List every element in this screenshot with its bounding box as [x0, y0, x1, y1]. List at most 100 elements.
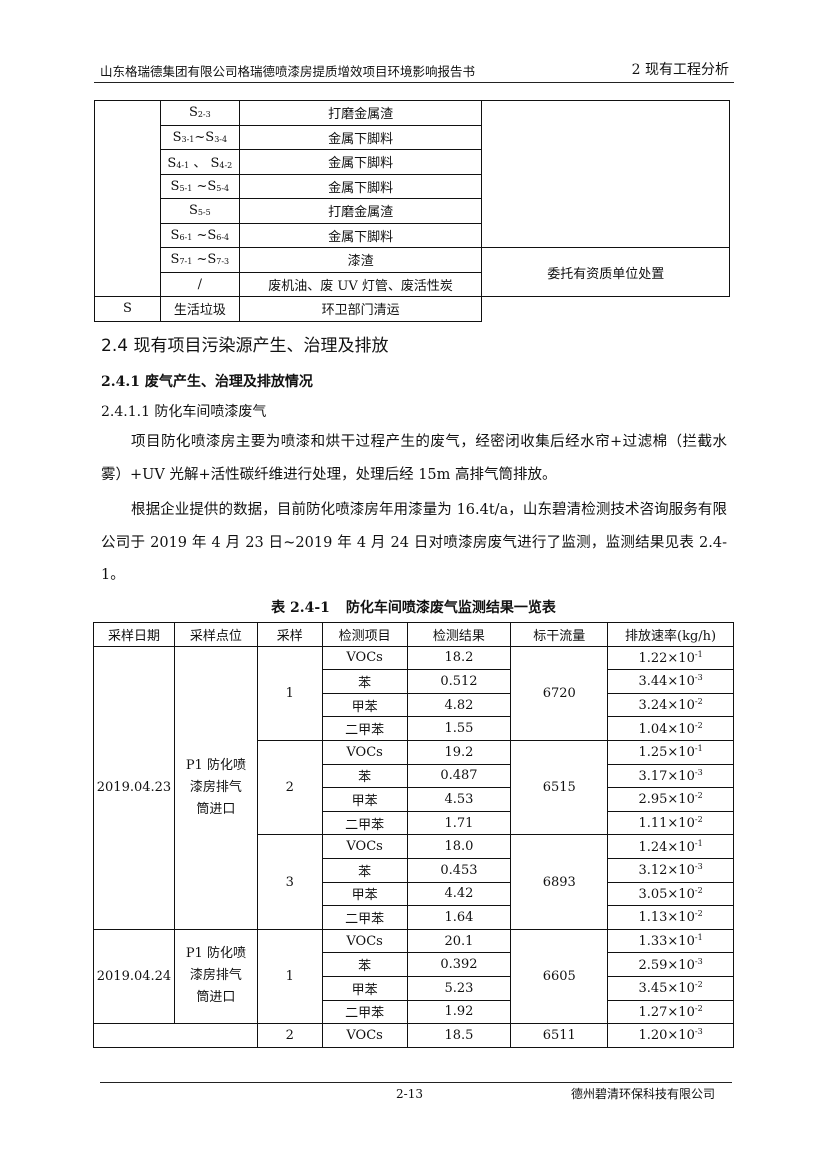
test-result-cell: 0.392 — [406, 952, 512, 977]
test-result-cell: 1.71 — [406, 810, 512, 836]
test-item-cell: VOCs — [321, 1023, 408, 1048]
disposal-cell: 委托有资质单位处置 — [481, 247, 730, 297]
test-item-cell: 甲苯 — [321, 692, 408, 718]
table-row: S5-1 ~S5-4 金属下脚料 — [95, 173, 730, 199]
test-item-cell: 苯 — [321, 763, 408, 789]
rate-exponent: -2 — [694, 791, 703, 801]
code-text: S — [170, 227, 180, 243]
code-text: S — [172, 129, 182, 145]
rate-exponent: -1 — [694, 838, 703, 848]
subsubsection-heading: 2.4.1.1 防化车间喷漆废气 — [101, 404, 267, 420]
table-row: / 废机油、废 UV 灯管、废活性炭 — [95, 271, 730, 297]
test-result-cell: 4.82 — [406, 692, 512, 718]
test-item-cell: VOCs — [321, 739, 408, 765]
test-item-cell: 苯 — [321, 669, 408, 694]
rate-mantissa: 1.11×10 — [638, 816, 695, 832]
code-text: S — [170, 252, 180, 268]
column-header: 检测结果 — [406, 622, 512, 647]
test-result-cell: 5.23 — [406, 975, 512, 1001]
disposal-cell: 环卫部门清运 — [238, 296, 483, 322]
rate-mantissa: 3.05×10 — [638, 886, 695, 902]
subsection-heading: 2.4.1 废气产生、治理及排放情况 — [101, 374, 313, 390]
code-text: S — [167, 156, 177, 172]
test-item-cell: 苯 — [321, 857, 408, 883]
running-header-chapter: 2 现有工程分析 — [631, 62, 729, 78]
solid-waste-table: S2-3 打磨金属渣 S3-1~S3-4 金属下脚料 S4-1 、 S4-2 金属下脚料 S… — [94, 100, 730, 322]
waste-name-cell: 漆渣 — [238, 247, 483, 273]
emission-rate-cell: 1.13×10-2 — [607, 905, 734, 930]
test-result-cell: 18.0 — [406, 834, 512, 859]
rate-exponent: -2 — [694, 697, 703, 707]
code-text: ~S — [192, 252, 217, 268]
rate-exponent: -2 — [694, 909, 703, 919]
emission-rate-cell: 1.25×10-1 — [607, 739, 734, 765]
page-number: 2-13 — [396, 1087, 423, 1101]
waste-code-cell: / — [159, 271, 240, 297]
test-result-cell: 0.453 — [406, 857, 512, 883]
emission-rate-cell: 1.04×10-2 — [607, 716, 734, 741]
waste-code-cell: S3-1~S3-4 — [159, 124, 240, 150]
emission-rate-cell: 1.24×10-1 — [607, 834, 734, 859]
waste-code-cell: S4-1 、 S4-2 — [159, 149, 240, 175]
emission-rate-cell: 1.33×10-1 — [607, 928, 734, 954]
waste-code-cell: S — [94, 296, 161, 322]
column-header: 采样日期 — [93, 622, 175, 647]
waste-name-cell: 金属下脚料 — [238, 173, 483, 199]
test-item-cell: VOCs — [321, 928, 408, 954]
sample-number-cell: 1 — [256, 645, 323, 741]
waste-code-cell: S6-1 ~S6-4 — [159, 222, 240, 248]
rate-exponent: -1 — [694, 744, 703, 754]
waste-name-cell: 金属下脚料 — [238, 124, 483, 150]
code-subscript: 4-2 — [219, 161, 233, 171]
rate-mantissa: 1.33×10 — [638, 934, 695, 950]
code-subscript: 5-4 — [216, 183, 230, 193]
table-row: 2019.04.23 P1 防化喷漆房排气筒进口 1 VOCs 18.2 6720 1.22… — [93, 645, 734, 930]
emission-rate-cell: 2.95×10-2 — [607, 787, 734, 812]
sampling-point-cell: P1 防化喷漆房排气筒进口 — [173, 928, 258, 1025]
test-item-cell: 二甲苯 — [321, 905, 408, 930]
rate-exponent: -3 — [694, 862, 703, 872]
emission-rate-cell: 3.12×10-3 — [607, 857, 734, 883]
rate-exponent: -3 — [694, 767, 703, 777]
code-text: ~S — [192, 227, 217, 243]
code-subscript: 6-1 — [179, 232, 193, 242]
emission-rate-cell: 1.22×10-1 — [607, 645, 734, 671]
rate-exponent: -2 — [694, 815, 703, 825]
column-header: 采样 — [256, 622, 323, 647]
rate-exponent: -3 — [694, 1027, 703, 1037]
table-row: 二甲苯 1.92 1.27×10-2 — [94, 999, 734, 1025]
rate-exponent: -3 — [694, 956, 703, 966]
table-row: 苯 0.453 3.12×10-3 — [94, 857, 734, 883]
code-text: S — [188, 203, 198, 219]
rate-mantissa: 1.25×10 — [638, 745, 695, 761]
footer-company: 德州碧清环保科技有限公司 — [570, 1087, 715, 1101]
test-result-cell: 1.92 — [406, 999, 512, 1025]
code-text: S — [122, 301, 132, 317]
table-row: S6-1 ~S6-4 金属下脚料 — [95, 222, 730, 248]
emission-rate-cell: 3.24×10-2 — [607, 692, 734, 718]
sample-number-cell: 3 — [256, 834, 323, 930]
test-result-cell: 1.55 — [406, 716, 512, 741]
test-item-cell: 二甲苯 — [321, 999, 408, 1025]
code-text: ~S — [192, 178, 217, 194]
table-row: 二甲苯 1.71 1.11×10-2 — [94, 810, 734, 836]
flow-rate-cell: 6511 — [510, 1023, 609, 1048]
flow-rate-cell: 6515 — [510, 739, 609, 836]
waste-code-cell: S5-5 — [159, 198, 240, 224]
empty-cell — [93, 1023, 258, 1048]
test-result-cell: 4.53 — [406, 787, 512, 812]
waste-code-cell: S7-1 ~S7-3 — [159, 247, 240, 273]
rate-mantissa: 1.13×10 — [638, 910, 695, 926]
column-header: 检测项目 — [321, 622, 408, 647]
code-text: ~S — [194, 129, 215, 145]
rate-mantissa: 1.24×10 — [638, 839, 695, 855]
test-result-cell: 18.2 — [406, 645, 512, 671]
waste-name-cell: 打磨金属渣 — [238, 100, 483, 126]
rate-mantissa: 1.20×10 — [638, 1028, 695, 1044]
header-rule — [94, 82, 734, 83]
code-subscript: 4-1 — [176, 161, 190, 171]
emission-rate-cell: 1.27×10-2 — [607, 999, 734, 1025]
rate-exponent: -2 — [694, 980, 703, 990]
rate-exponent: -2 — [694, 885, 703, 895]
code-subscript: 3-4 — [214, 134, 228, 144]
